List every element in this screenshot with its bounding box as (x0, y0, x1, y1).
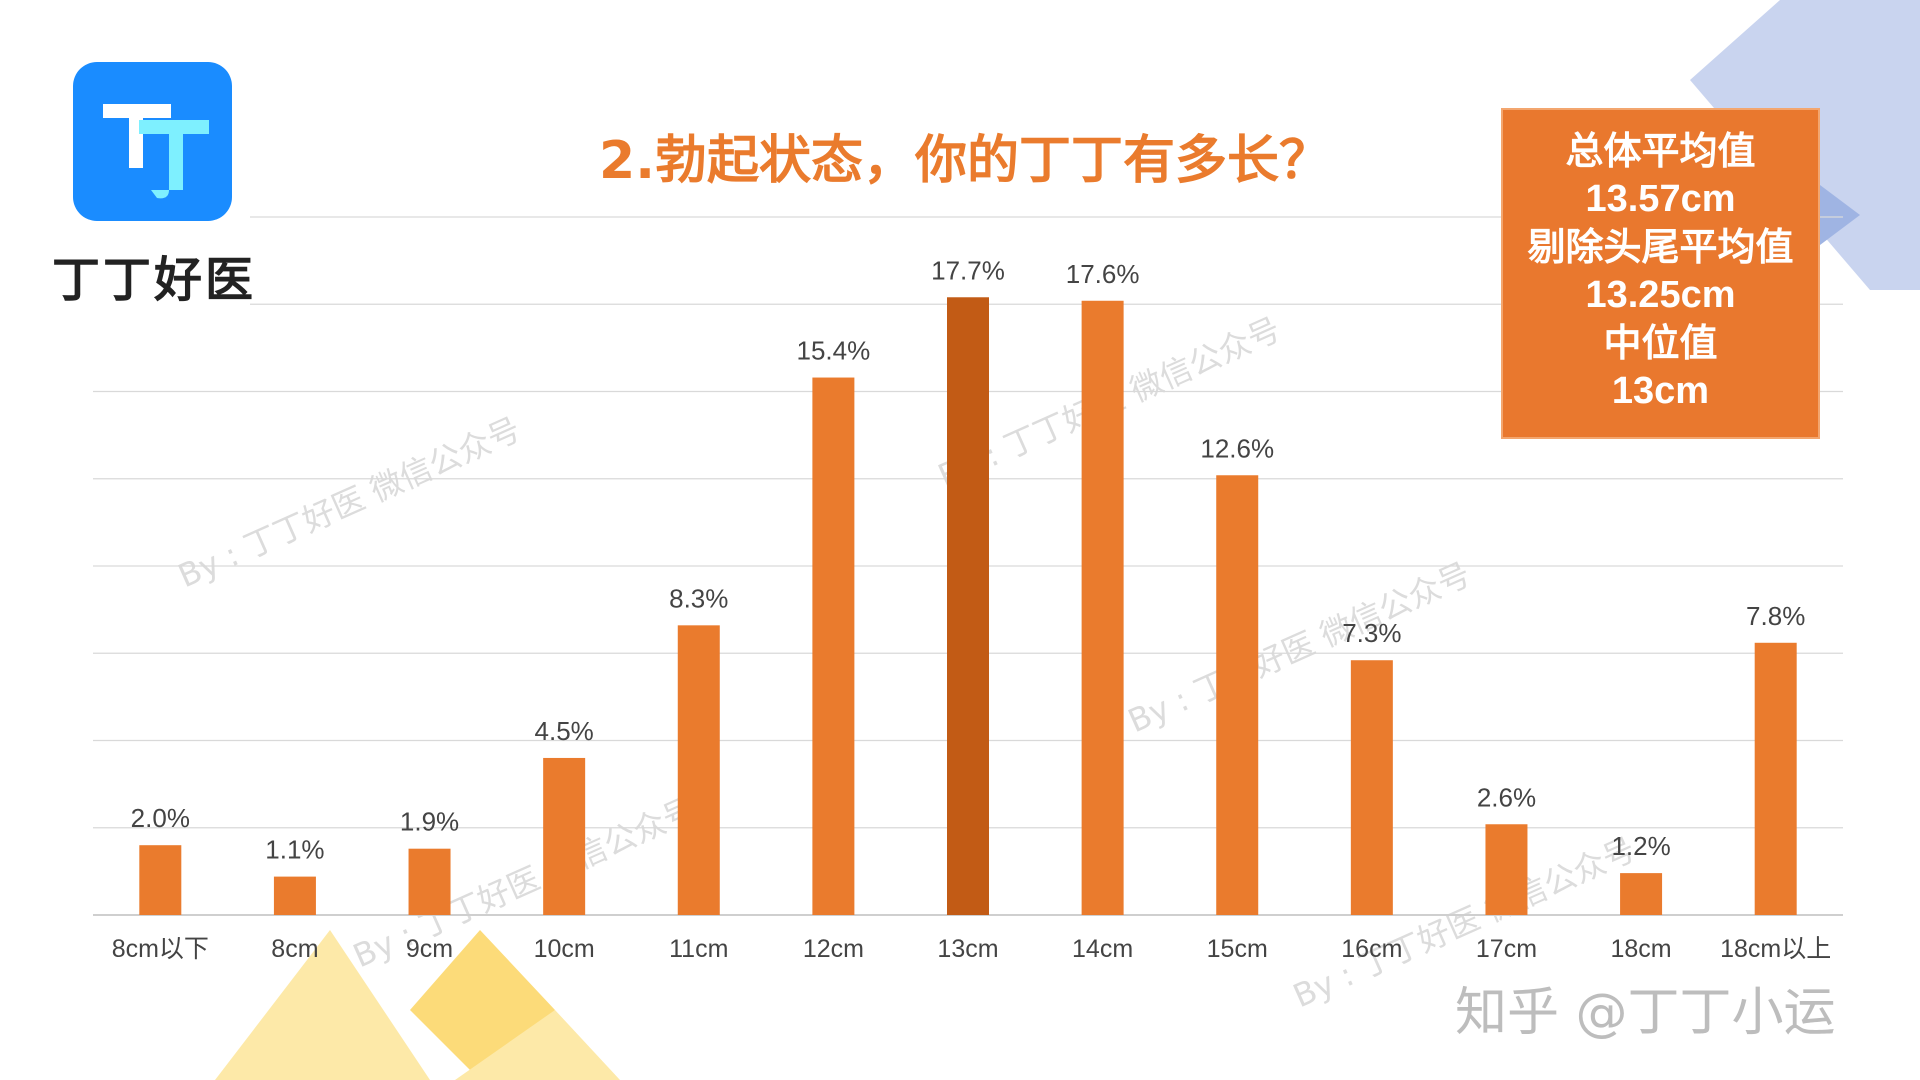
overall-mean-value: 13.57cm (1585, 178, 1736, 220)
data-label: 8.3% (669, 583, 728, 613)
bar (1620, 873, 1663, 915)
overall-mean-label: 总体平均值 (1565, 129, 1756, 173)
x-tick-label: 9cm (406, 935, 453, 963)
x-tick-label: 11cm (669, 935, 728, 963)
stats-summary-box: 总体平均值 13.57cm 剔除头尾平均值 13.25cm 中位值 13cm (1503, 110, 1818, 437)
median-value: 13cm (1611, 370, 1710, 412)
data-label: 7.8% (1746, 601, 1805, 631)
bar (677, 625, 720, 915)
bar (1350, 660, 1393, 915)
bar (1216, 475, 1259, 915)
data-label: 17.7% (931, 255, 1005, 285)
bar (408, 848, 451, 915)
x-tick-label: 12cm (803, 935, 864, 963)
x-tick-label: 8cm (271, 935, 318, 963)
data-label: 1.2% (1611, 831, 1670, 861)
x-tick-label: 17cm (1476, 935, 1537, 963)
bar (812, 377, 855, 915)
bar (1754, 642, 1797, 915)
x-tick-label: 18cm (1611, 935, 1672, 963)
bar (1081, 300, 1124, 915)
bar (139, 845, 182, 915)
brand-name: 丁丁好医 (52, 252, 257, 308)
bar (273, 876, 316, 915)
x-tick-label: 8cm以下 (112, 935, 209, 963)
logo-icon (103, 104, 209, 199)
x-tick-label: 10cm (534, 935, 595, 963)
data-label: 2.6% (1477, 782, 1536, 812)
bar (1485, 824, 1528, 915)
app-logo (73, 62, 232, 221)
data-label: 15.4% (797, 336, 871, 366)
data-label: 1.1% (265, 835, 324, 865)
data-label: 7.3% (1342, 618, 1401, 648)
x-tick-label: 13cm (937, 935, 998, 963)
x-tick-label: 15cm (1207, 935, 1268, 963)
data-label: 17.6% (1066, 259, 1140, 289)
source-credit: 知乎 @丁丁小运 (1455, 983, 1836, 1043)
x-tick-label: 16cm (1341, 935, 1402, 963)
median-label: 中位值 (1603, 321, 1718, 365)
data-label: 4.5% (535, 716, 594, 746)
bar (543, 757, 586, 915)
data-label: 1.9% (400, 807, 459, 837)
x-tick-label: 18cm以上 (1720, 935, 1831, 963)
chart-title: 2.勃起状态，你的丁丁有多长？ (599, 131, 1331, 191)
bar (947, 297, 989, 915)
data-label: 2.0% (131, 803, 190, 833)
data-label: 12.6% (1200, 433, 1274, 463)
x-tick-label: 14cm (1072, 935, 1133, 963)
trimmed-mean-label: 剔除头尾平均值 (1527, 225, 1794, 269)
trimmed-mean-value: 13.25cm (1585, 274, 1736, 316)
